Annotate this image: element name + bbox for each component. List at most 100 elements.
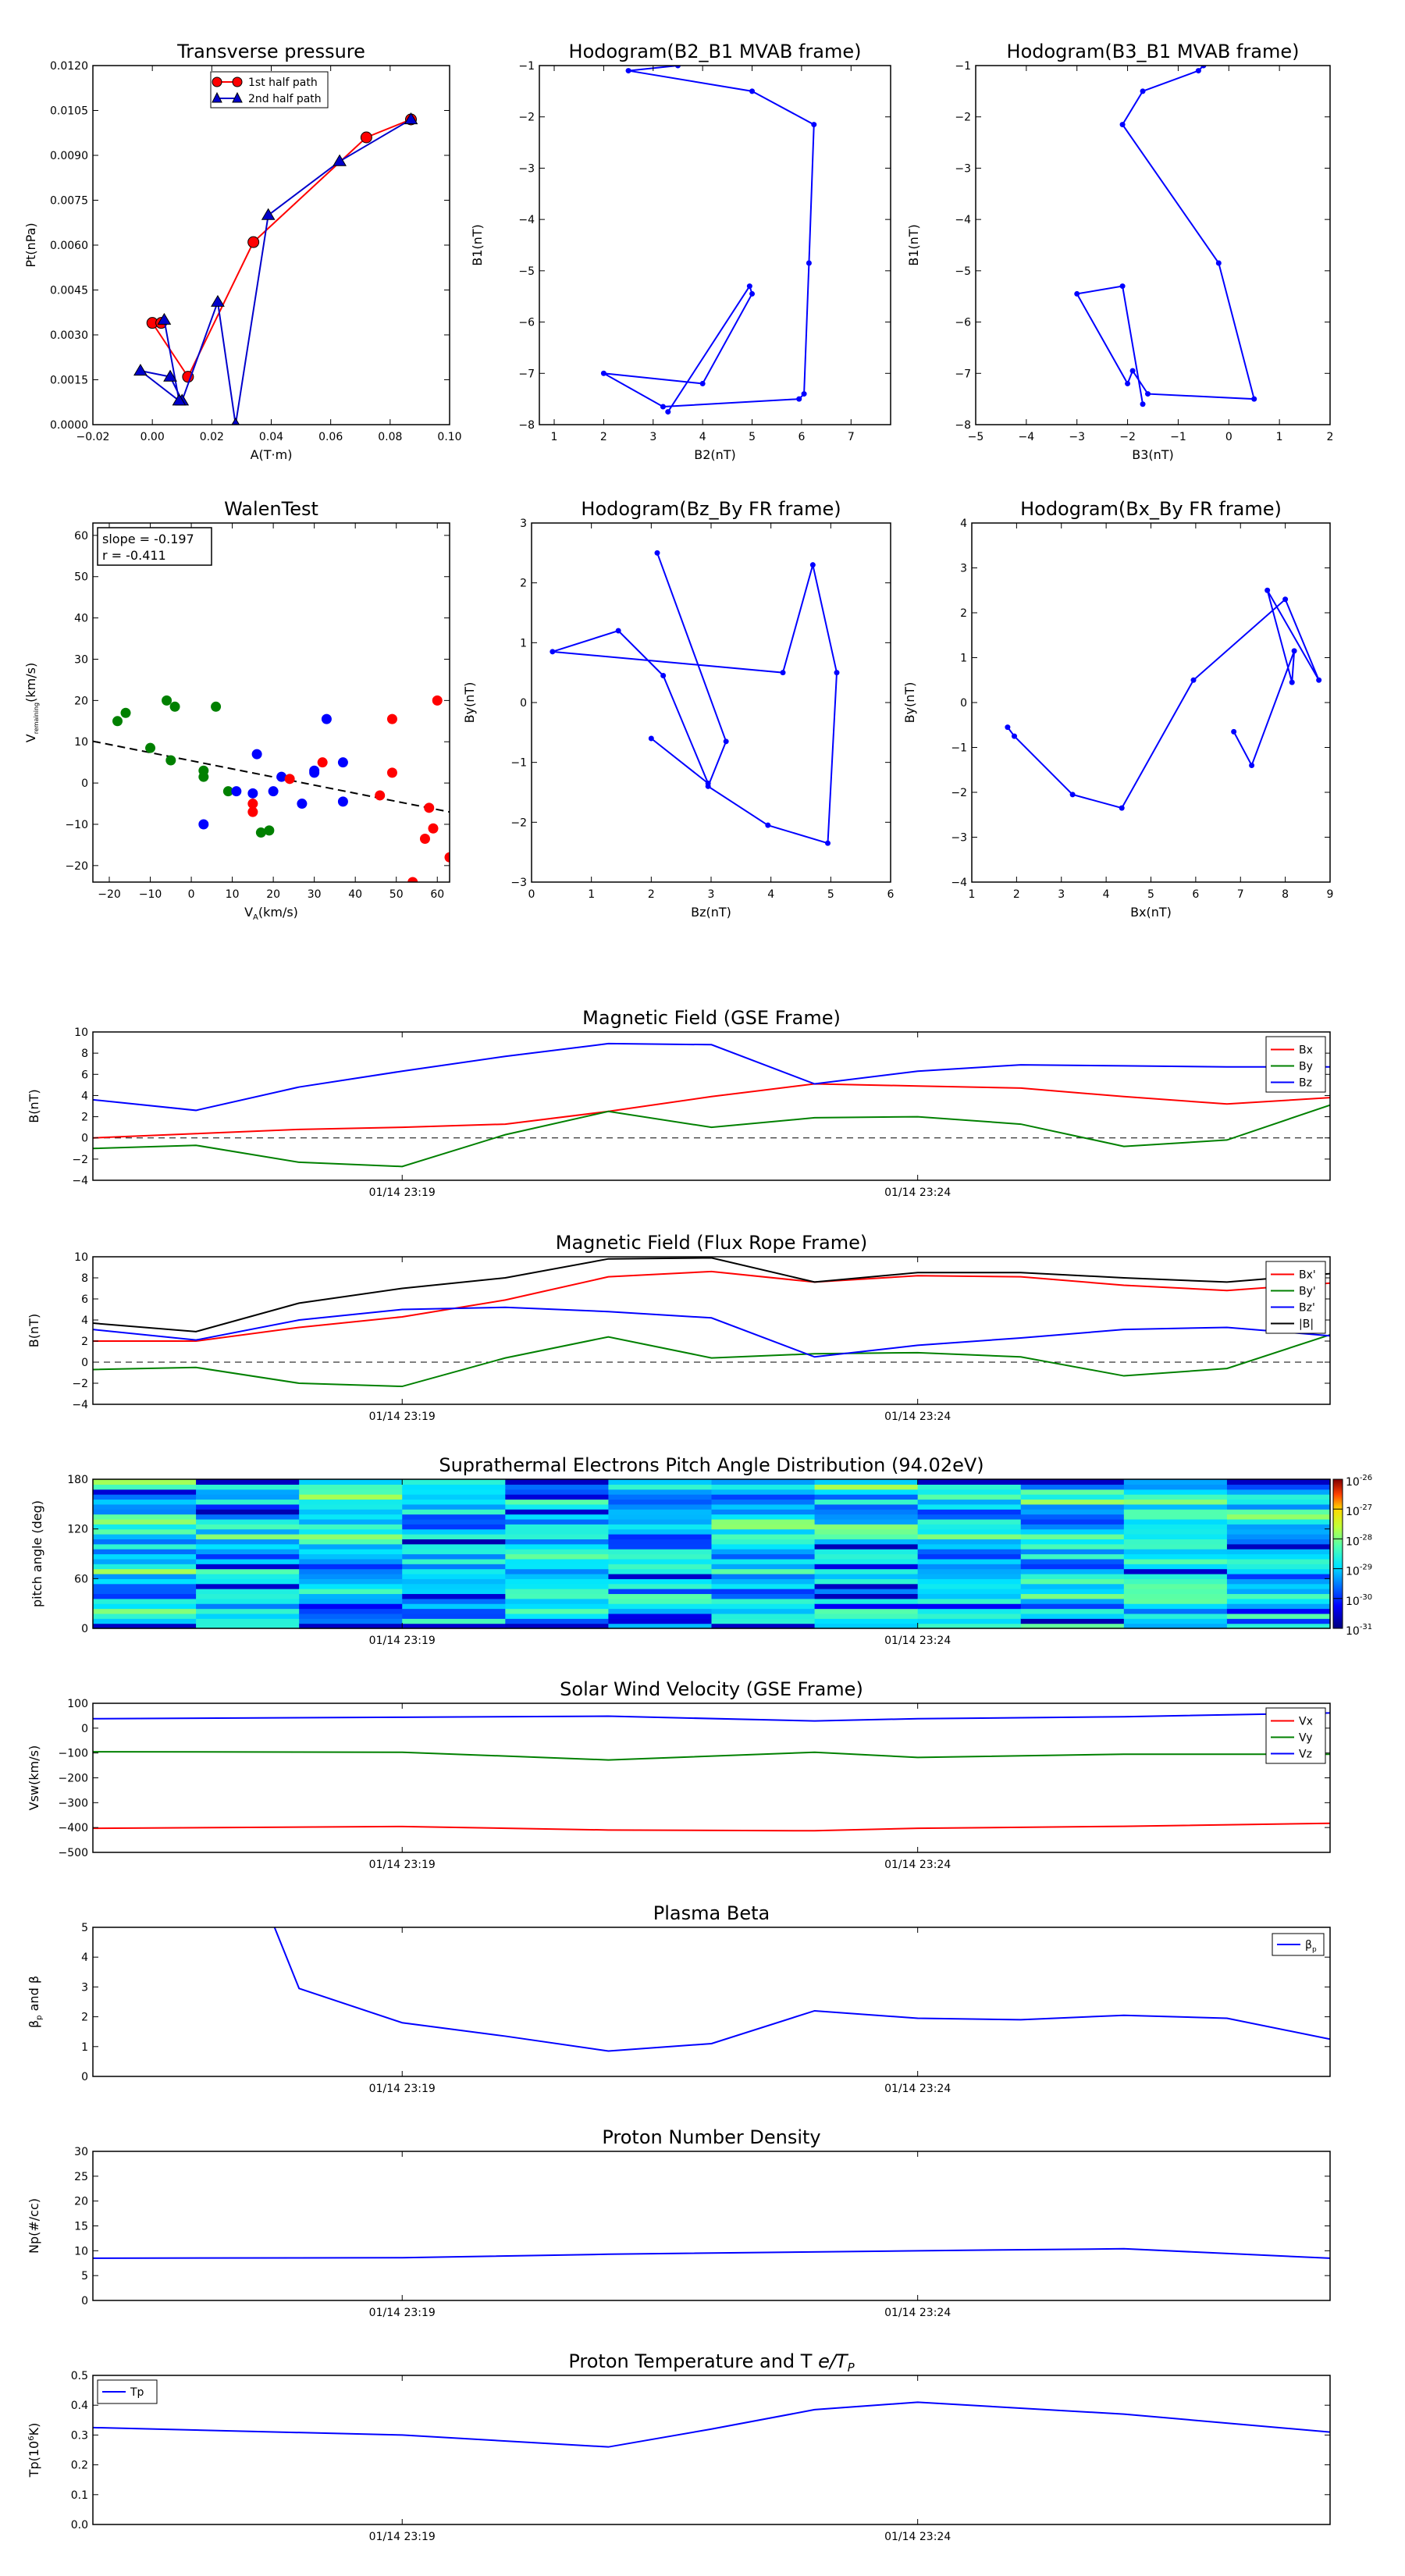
y-tick-label: 4 — [81, 1315, 88, 1327]
data-point — [765, 822, 771, 828]
data-point — [211, 294, 225, 307]
heatmap-cell — [196, 1593, 300, 1599]
data-point — [268, 786, 279, 797]
heatmap-cell — [917, 1623, 1022, 1629]
y-tick-label: −2 — [72, 1378, 88, 1390]
heatmap-cell — [93, 1494, 197, 1500]
series-line-2nd-half-path — [140, 119, 411, 425]
heatmap-cell — [196, 1528, 300, 1535]
heatmap-cell — [711, 1509, 816, 1515]
heatmap-cell — [402, 1539, 506, 1545]
heatmap-cell — [299, 1528, 403, 1535]
y-axis-label: pitch angle (deg) — [30, 1500, 44, 1607]
heatmap-cell — [299, 1518, 403, 1525]
heatmap-cell — [608, 1479, 713, 1485]
data-point — [247, 806, 258, 817]
heatmap-cell — [402, 1593, 506, 1599]
heatmap-cell — [505, 1543, 610, 1550]
data-point — [169, 701, 180, 712]
heatmap-cell — [1123, 1514, 1228, 1520]
heatmap-cell — [505, 1534, 610, 1539]
heatmap-cell — [299, 1608, 403, 1614]
heatmap-cell — [917, 1558, 1022, 1564]
heatmap-cell — [917, 1603, 1022, 1610]
heatmap-cell — [1226, 1534, 1331, 1539]
y-axis-label: Vremaining(km/s) — [23, 663, 40, 742]
heatmap-cell — [608, 1489, 713, 1495]
y-axis-label: Tp(106K) — [27, 2423, 41, 2478]
heatmap-cell — [402, 1509, 506, 1515]
heatmap-cell — [1226, 1593, 1331, 1599]
heatmap-cell — [1020, 1503, 1125, 1510]
heatmap-cell — [711, 1553, 816, 1560]
heatmap-cell — [196, 1489, 300, 1495]
x-tick-label: 2 — [1327, 431, 1334, 443]
heatmap-cell — [1123, 1489, 1228, 1495]
y-tick-label: −3 — [510, 877, 527, 889]
legend-label: Vx — [1299, 1716, 1313, 1728]
heatmap-cell — [1123, 1578, 1228, 1585]
heatmap-cell — [299, 1618, 403, 1624]
heatmap-cell — [299, 1543, 403, 1550]
heatmap-cell — [917, 1543, 1022, 1550]
data-point — [297, 799, 308, 809]
heatmap-cell — [1020, 1558, 1125, 1564]
chart-tp: 01/14 23:19 01/14 23:24 0.0 0.1 0.2 0.3 0.4 0.5… — [27, 2350, 1331, 2543]
heatmap-cell — [814, 1489, 919, 1495]
y-tick-label: 20 — [74, 695, 88, 707]
heatmap-cell — [814, 1499, 919, 1505]
heatmap-cell — [917, 1608, 1022, 1614]
colorbar-label: 10-29 — [1346, 1564, 1372, 1578]
y-tick-label: 0 — [520, 697, 527, 710]
y-tick-label: 0.0015 — [50, 375, 88, 387]
heatmap-cell — [1226, 1558, 1331, 1564]
data-point — [1129, 368, 1136, 374]
legend-marker — [212, 91, 222, 103]
x-axis-label: Bz(nT) — [691, 905, 731, 920]
heatmap-cell — [299, 1514, 403, 1520]
data-point — [550, 649, 556, 655]
data-point — [674, 66, 681, 69]
x-tick-label: −4 — [1019, 431, 1035, 443]
x-tick-label: 01/14 23:19 — [369, 2083, 436, 2095]
heatmap-cell — [1123, 1573, 1228, 1579]
heatmap-cell — [505, 1618, 610, 1624]
heatmap-cell — [608, 1509, 713, 1515]
colorbar-label: 10-30 — [1346, 1593, 1372, 1608]
heatmap-cell — [299, 1534, 403, 1539]
heatmap-cell — [608, 1553, 713, 1560]
y-tick-label: 0 — [81, 2071, 88, 2083]
heatmap-cell — [196, 1598, 300, 1604]
heatmap-cell — [711, 1524, 816, 1530]
y-tick-label: 0.0105 — [50, 105, 88, 118]
y-tick-label: −6 — [518, 317, 535, 329]
x-tick-label: −1 — [1170, 431, 1186, 443]
heatmap-cell — [711, 1484, 816, 1490]
heatmap-cell — [1123, 1553, 1228, 1560]
legend-label: Bx — [1299, 1044, 1313, 1057]
heatmap-cell — [1226, 1494, 1331, 1500]
y-axis-label: Vsw(km/s) — [27, 1745, 41, 1810]
heatmap-cell — [917, 1494, 1022, 1500]
heatmap-cell — [608, 1539, 713, 1545]
y-tick-label: 0.0090 — [50, 150, 88, 162]
data-point — [337, 757, 348, 768]
legend-box — [1265, 1261, 1326, 1334]
heatmap-cell — [917, 1583, 1022, 1589]
x-tick-label: 01/14 23:24 — [884, 2083, 951, 2095]
data-point — [419, 833, 430, 844]
x-tick-label: 01/14 23:19 — [369, 1635, 436, 1647]
annotation-box: slope = -0.197 r = -0.411 — [97, 527, 212, 566]
data-point — [404, 112, 418, 125]
heatmap-cell — [196, 1558, 300, 1564]
data-layer — [1005, 587, 1322, 811]
y-tick-label: −300 — [59, 1797, 88, 1809]
data-layer — [273, 1927, 1330, 2052]
heatmap-cell — [711, 1613, 816, 1619]
heatmap-cell — [93, 1593, 197, 1599]
heatmap-cell — [402, 1578, 506, 1585]
heatmap-cell — [711, 1489, 816, 1495]
heatmap-cell — [814, 1514, 919, 1520]
y-tick-label: 10 — [74, 736, 88, 749]
heatmap-cell — [505, 1499, 610, 1505]
